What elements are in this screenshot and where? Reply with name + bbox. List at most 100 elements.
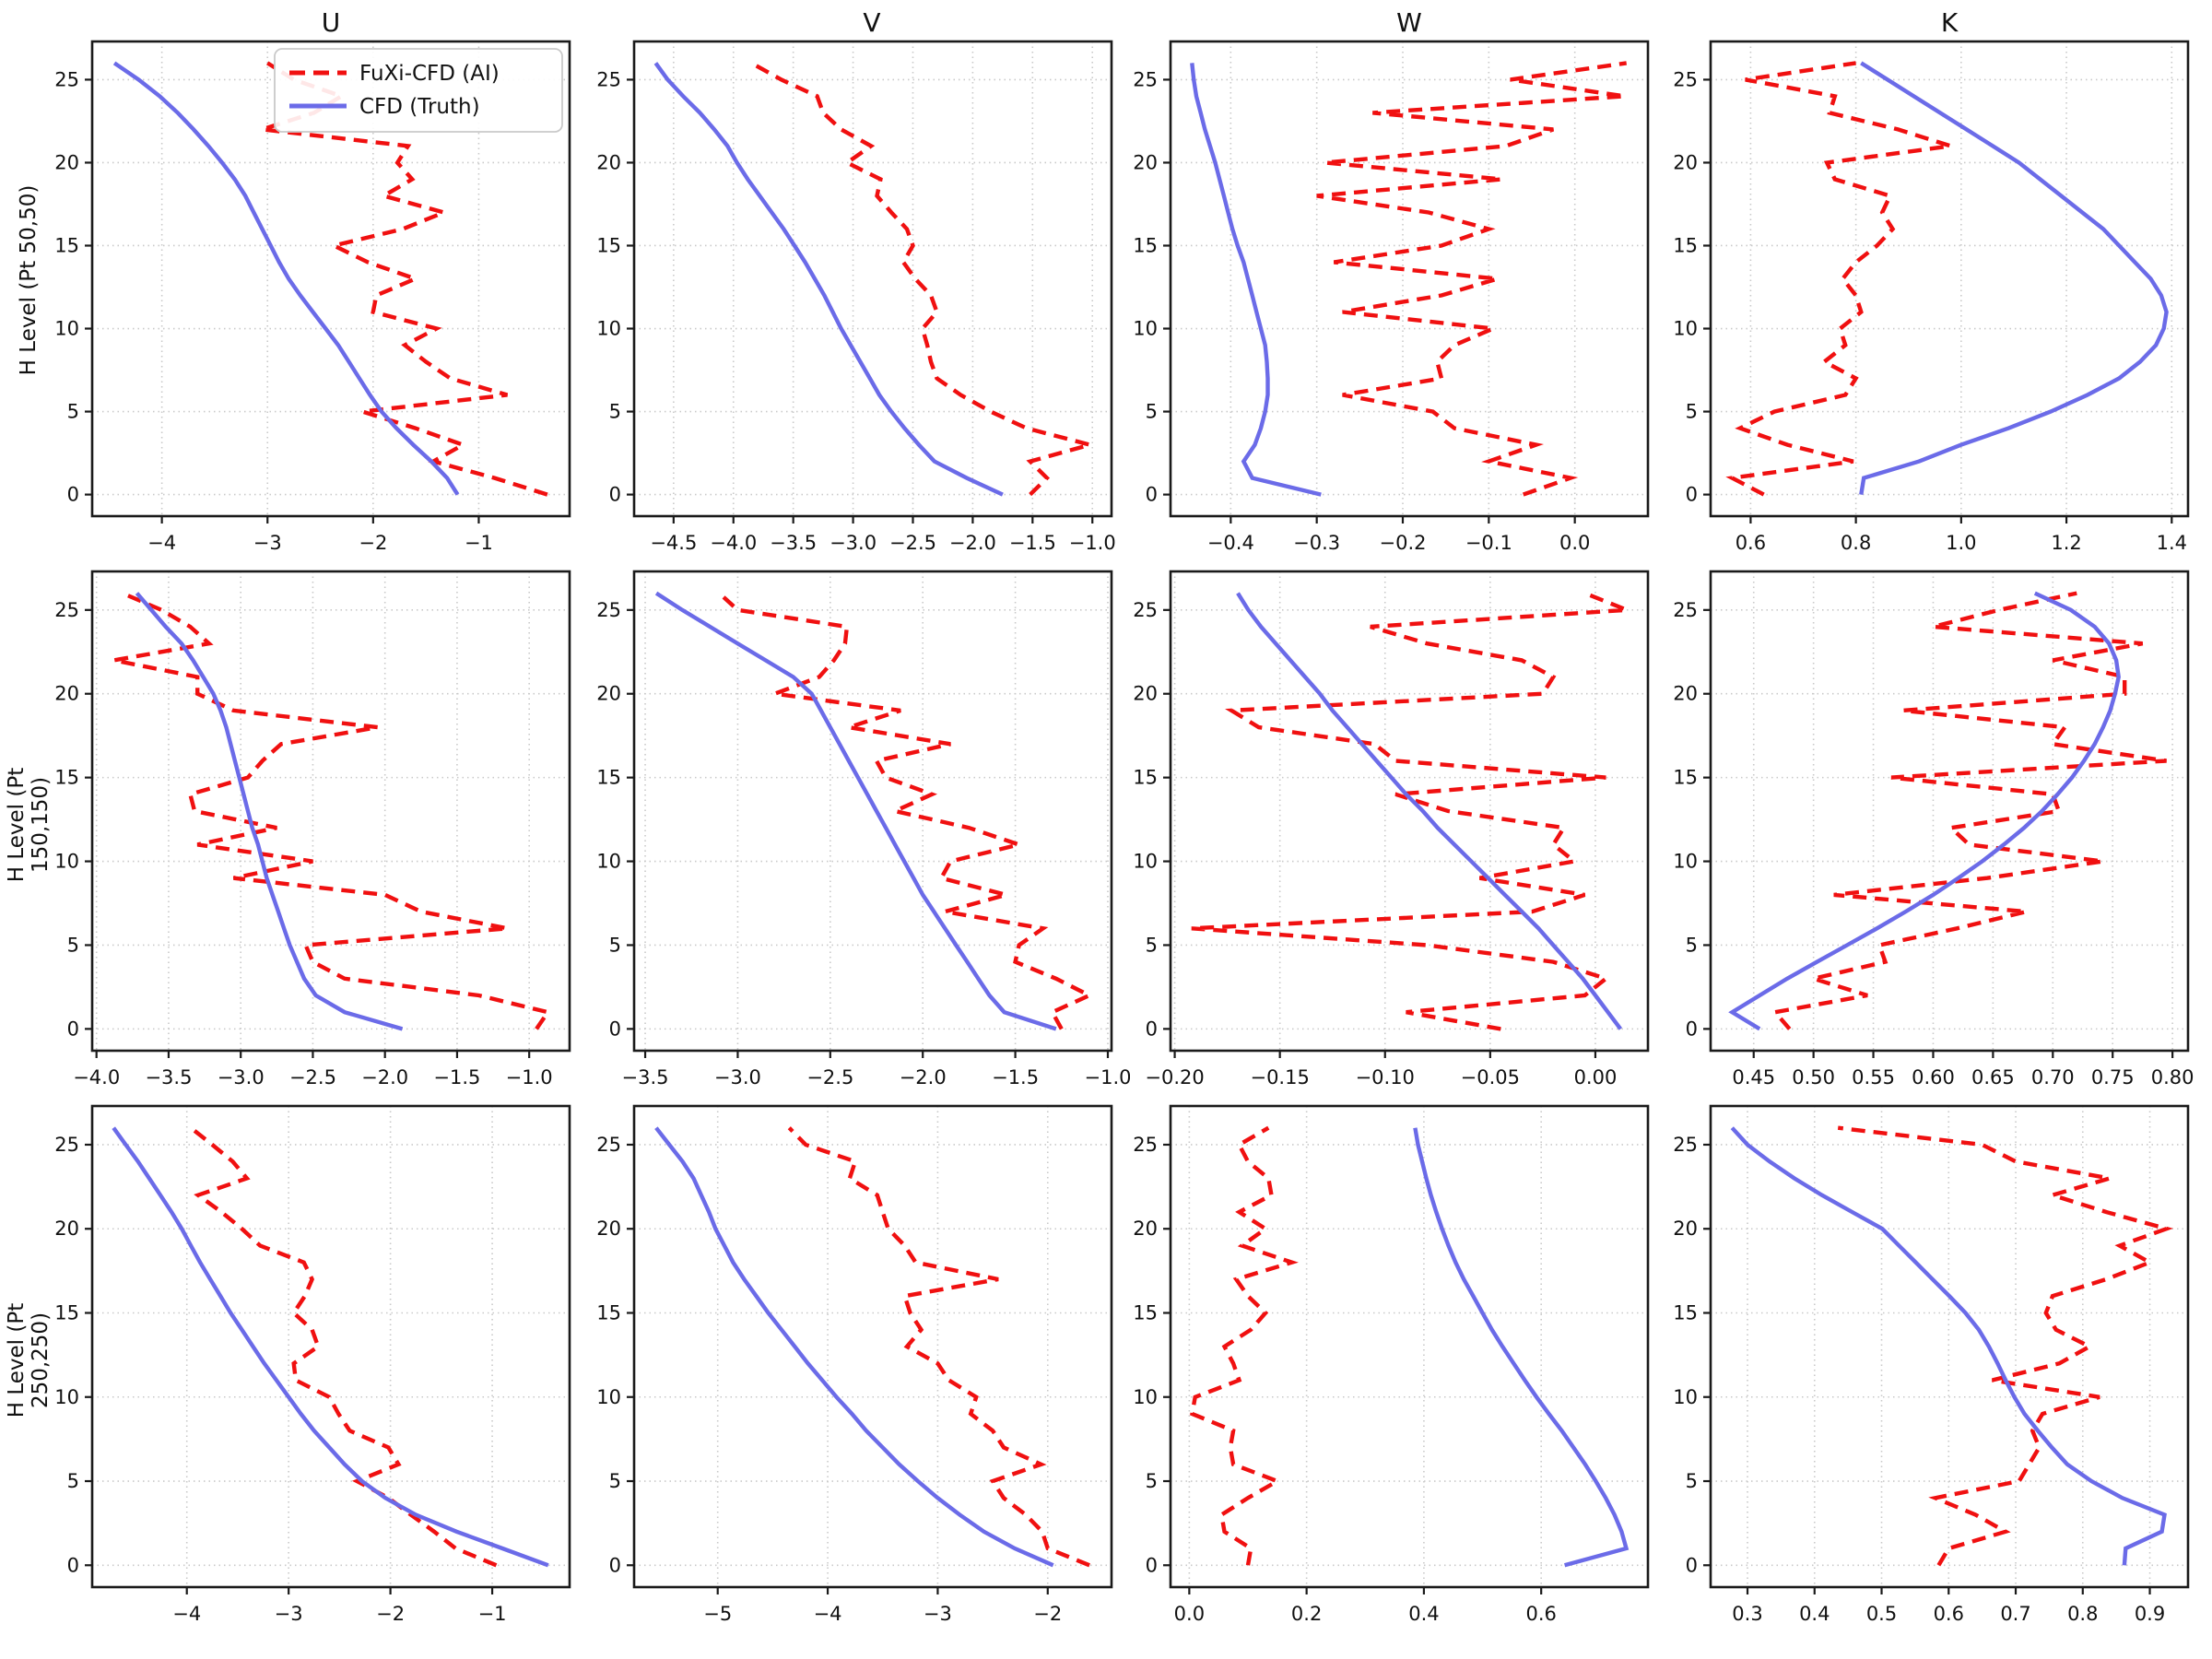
y-tick-label: 20 (1673, 683, 1698, 705)
x-tick-label: 0.0 (1174, 1603, 1205, 1625)
truth-curve (653, 62, 1004, 497)
y-tick-label: 15 (596, 234, 621, 256)
truth-curve (1190, 63, 1322, 497)
x-tick-label: −2.0 (949, 532, 996, 554)
y-tick-label: 0 (67, 1554, 79, 1576)
y-tick-label: 20 (54, 151, 79, 173)
x-tick-label: −2.0 (900, 1066, 947, 1088)
x-tick-label: −0.20 (1145, 1066, 1204, 1088)
y-tick-label: 10 (1133, 851, 1158, 873)
subplot-k-pt150: 0.45 0.50 0.55 0.60 0.65 0.70 0.75 0.80 0 5 10 15 20… (1673, 570, 2194, 1088)
x-tick-label: −2 (359, 532, 387, 554)
truth-curve (1236, 592, 1623, 1030)
y-tick-label: 25 (1673, 599, 1698, 621)
legend-ai-label: FuXi-CFD (AI) (359, 62, 500, 86)
x-tick-label: −1.5 (992, 1066, 1039, 1088)
x-tick-label: −0.2 (1380, 532, 1427, 554)
subplot-k-pt250: 0.3 0.4 0.5 0.6 0.7 0.8 0.9 0 5 10 15 20 25 (1673, 1104, 2190, 1625)
col-title-k: K (1940, 7, 1959, 38)
y-tick-label: 25 (596, 1134, 621, 1156)
truth-curve (1859, 61, 2169, 495)
x-tick-label: −4.0 (73, 1066, 120, 1088)
ai-curve (1837, 1125, 2173, 1567)
x-tick-label: 0.0 (1559, 532, 1590, 554)
y-tick-label: 5 (1146, 934, 1158, 956)
ai-curve (717, 591, 1094, 1030)
ai-curve (1191, 591, 1629, 1031)
y-tick-label: 0 (67, 484, 79, 506)
x-tick-label: −3.5 (145, 1066, 192, 1088)
x-tick-label: −4 (172, 1603, 201, 1625)
truth-curve (1413, 1127, 1630, 1568)
y-tick-label: 10 (596, 318, 621, 340)
x-tick-label: −2.5 (289, 1066, 336, 1088)
x-tick-label: −1 (465, 532, 493, 554)
y-tick-label: 5 (1686, 1470, 1698, 1492)
x-tick-label: −1.0 (506, 1066, 553, 1088)
axes-box (1169, 1104, 1650, 1589)
y-tick-label: 10 (596, 851, 621, 873)
y-tick-label: 5 (1146, 401, 1158, 423)
y-tick-label: 20 (1133, 1218, 1158, 1240)
ai-curve (1725, 61, 1952, 497)
y-tick-label: 5 (609, 934, 621, 956)
y-tick-label: 15 (1673, 1301, 1698, 1324)
x-tick-label: −0.1 (1465, 532, 1512, 554)
x-tick-label: 1.4 (2157, 532, 2187, 554)
y-tick-label: 25 (1673, 68, 1698, 90)
y-tick-label: 20 (596, 1218, 621, 1240)
y-tick-label: 5 (1686, 401, 1698, 423)
x-tick-label: 0.45 (1732, 1066, 1775, 1088)
x-tick-label: −1.0 (1084, 1066, 1130, 1088)
subplot-v-pt150: −3.5 −3.0 −2.5 −2.0 −1.5 −1.0 0 5 10 15 20 25 (596, 570, 1130, 1088)
axes-box (1169, 570, 1650, 1053)
x-tick-label: −2.5 (889, 532, 936, 554)
y-tick-label: 0 (1146, 1018, 1158, 1040)
x-tick-label: 0.6 (1735, 532, 1766, 554)
x-tick-label: 0.7 (2000, 1603, 2030, 1625)
y-tick-label: 20 (1673, 1218, 1698, 1240)
y-tick-label: 20 (1133, 151, 1158, 173)
subplot-w-pt250: 0.0 0.2 0.4 0.6 0 5 10 15 20 25 (1133, 1104, 1650, 1625)
x-tick-label: 0.00 (1574, 1066, 1618, 1088)
x-tick-label: 0.4 (1799, 1603, 1830, 1625)
x-tick-label: −3 (924, 1603, 952, 1625)
y-tick-label: 25 (54, 1134, 79, 1156)
axes-box (632, 40, 1113, 518)
subplot-k-pt50: 0.6 0.8 1.0 1.2 1.4 0 5 10 15 20 25 (1673, 40, 2190, 554)
y-tick-label: 0 (1146, 484, 1158, 506)
x-tick-label: 0.8 (1841, 532, 1871, 554)
x-tick-label: −3.5 (622, 1066, 669, 1088)
y-tick-label: 10 (54, 1386, 79, 1408)
x-tick-label: 0.3 (1732, 1603, 1762, 1625)
x-tick-label: 0.9 (2135, 1603, 2165, 1625)
subplot-u-pt50: −4 −3 −2 −1 0 5 10 15 20 25 FuXi-CFD (AI) CFD (Trut… (54, 40, 571, 554)
y-tick-label: 15 (1133, 234, 1158, 256)
axes-box (90, 40, 571, 518)
x-tick-label: −0.15 (1250, 1066, 1309, 1088)
x-tick-label: 1.2 (2051, 532, 2081, 554)
axes-box (632, 570, 1113, 1053)
y-tick-label: 10 (1673, 851, 1698, 873)
x-tick-label: 0.6 (1934, 1603, 1964, 1625)
x-tick-label: −0.05 (1461, 1066, 1520, 1088)
y-tick-label: 0 (1686, 1554, 1698, 1576)
y-tick-label: 25 (596, 599, 621, 621)
y-tick-label: 10 (596, 1386, 621, 1408)
subplot-w-pt150: −0.20 −0.15 −0.10 −0.05 0.00 0 5 10 15 20 25 (1133, 570, 1650, 1088)
axes-box (1169, 40, 1650, 518)
subplot-u-pt250: −4 −3 −2 −1 0 5 10 15 20 25 (54, 1104, 571, 1625)
y-tick-label: 25 (54, 599, 79, 621)
x-tick-label: 0.5 (1866, 1603, 1897, 1625)
y-tick-label: 0 (1686, 484, 1698, 506)
y-tick-label: 15 (596, 1301, 621, 1324)
col-title-u: U (321, 7, 341, 38)
y-tick-label: 5 (67, 934, 79, 956)
y-tick-label: 25 (1673, 1134, 1698, 1156)
x-tick-label: 0.60 (1912, 1066, 1955, 1088)
y-tick-label: 10 (54, 318, 79, 340)
x-tick-label: 0.8 (2067, 1603, 2098, 1625)
ai-curve (750, 61, 1099, 497)
y-tick-label: 20 (1133, 683, 1158, 705)
y-tick-label: 25 (1133, 599, 1158, 621)
